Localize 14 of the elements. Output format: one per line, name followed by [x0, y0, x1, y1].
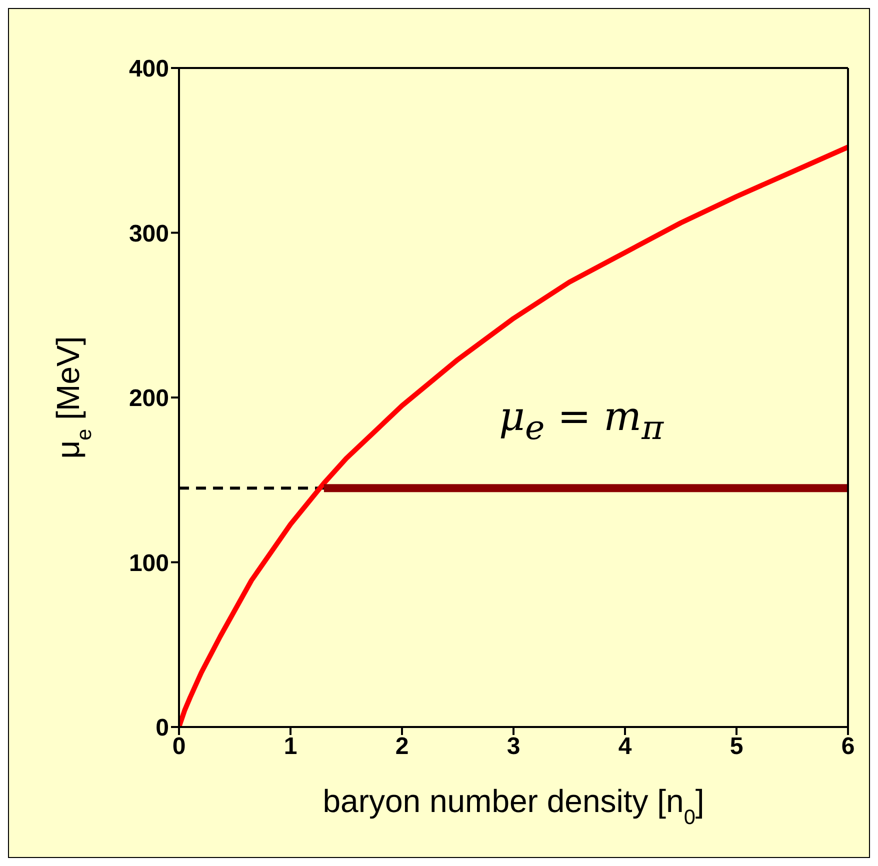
x-tick-label: 3: [506, 733, 520, 760]
y-tick-label: 200: [128, 385, 169, 412]
x-axis-title: baryon number density [n$_{0}$]: [322, 783, 704, 828]
x-tick-label: 0: [172, 733, 186, 760]
x-tick-label: 5: [730, 733, 744, 760]
x-tick-label: 4: [618, 733, 632, 760]
y-tick-label: 300: [128, 220, 169, 248]
x-tick-label: 6: [841, 733, 855, 760]
x-tick-label: 1: [284, 733, 298, 760]
annotation: μ$_{e}$ = m$_{π}$: [499, 394, 664, 447]
y-tick-label: 100: [128, 550, 169, 577]
x-tick-label: 2: [395, 733, 409, 760]
y-tick-label: 400: [128, 56, 169, 83]
y-tick-label: 0: [156, 714, 169, 742]
